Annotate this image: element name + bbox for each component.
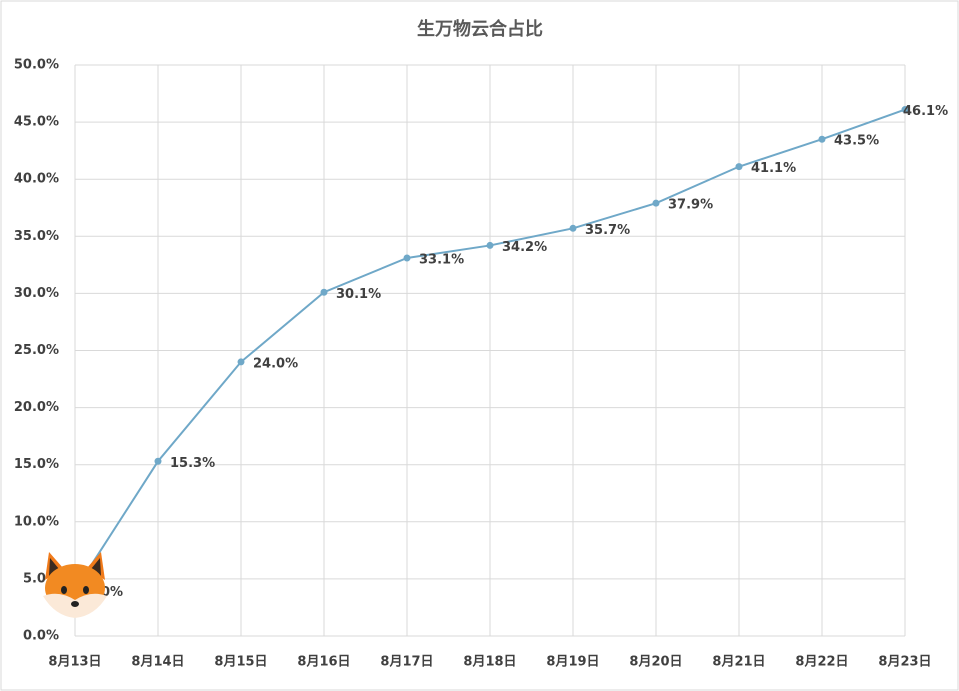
- y-tick-label: 25.0%: [14, 343, 59, 358]
- y-tick-label: 20.0%: [14, 400, 59, 415]
- point: [901, 106, 909, 114]
- data-label: 15.3%: [170, 456, 215, 471]
- y-tick-label: 35.0%: [14, 229, 59, 244]
- data-label: 35.7%: [585, 223, 630, 238]
- y-tick-label: 50.0%: [14, 58, 59, 73]
- y-tick-label: 30.0%: [14, 286, 59, 301]
- x-tick-label: 8月13日: [48, 655, 101, 670]
- fox-ear-inner: [91, 558, 101, 576]
- fox-overlay: [43, 552, 107, 618]
- fox-eye: [83, 586, 89, 594]
- x-tick-label: 8月16日: [297, 655, 350, 670]
- x-tick-label: 8月17日: [380, 655, 433, 670]
- data-label: 24.0%: [253, 356, 298, 371]
- y-tick-label: 0.0%: [23, 629, 59, 644]
- chart-title: 生万物云合占比: [417, 18, 543, 40]
- data-label: 33.1%: [419, 252, 464, 267]
- x-tick-label: 8月15日: [214, 655, 267, 670]
- x-tick-label: 8月18日: [463, 655, 516, 670]
- data-label: 43.5%: [834, 134, 879, 149]
- point: [569, 224, 577, 232]
- point: [320, 288, 328, 296]
- x-tick-label: 8月21日: [712, 655, 765, 670]
- y-tick-label: 10.0%: [14, 514, 59, 529]
- data-label: 30.1%: [336, 287, 381, 302]
- fox-ear-inner: [49, 558, 59, 576]
- y-tick-label: 45.0%: [14, 115, 59, 130]
- x-tick-label: 8月20日: [629, 655, 682, 670]
- data-label: 37.9%: [668, 198, 713, 213]
- fox-eye: [61, 586, 67, 594]
- x-tick-label: 8月22日: [795, 655, 848, 670]
- y-tick-label: 15.0%: [14, 457, 59, 472]
- point: [237, 358, 245, 366]
- point: [403, 254, 411, 262]
- point: [735, 163, 743, 171]
- data-label: 46.1%: [903, 104, 948, 119]
- x-tick-label: 8月19日: [546, 655, 599, 670]
- point: [154, 457, 162, 465]
- x-tick-label: 8月14日: [131, 655, 184, 670]
- data-label: 41.1%: [751, 161, 796, 176]
- x-tick-label: 8月23日: [878, 655, 931, 670]
- fox-nose: [71, 601, 79, 607]
- data-label: 34.2%: [502, 240, 547, 255]
- point: [486, 241, 494, 249]
- y-tick-label: 40.0%: [14, 172, 59, 187]
- point: [652, 199, 660, 207]
- plot: 4.0%15.3%24.0%30.1%33.1%34.2%35.7%37.9%4…: [71, 104, 948, 600]
- point: [818, 135, 826, 143]
